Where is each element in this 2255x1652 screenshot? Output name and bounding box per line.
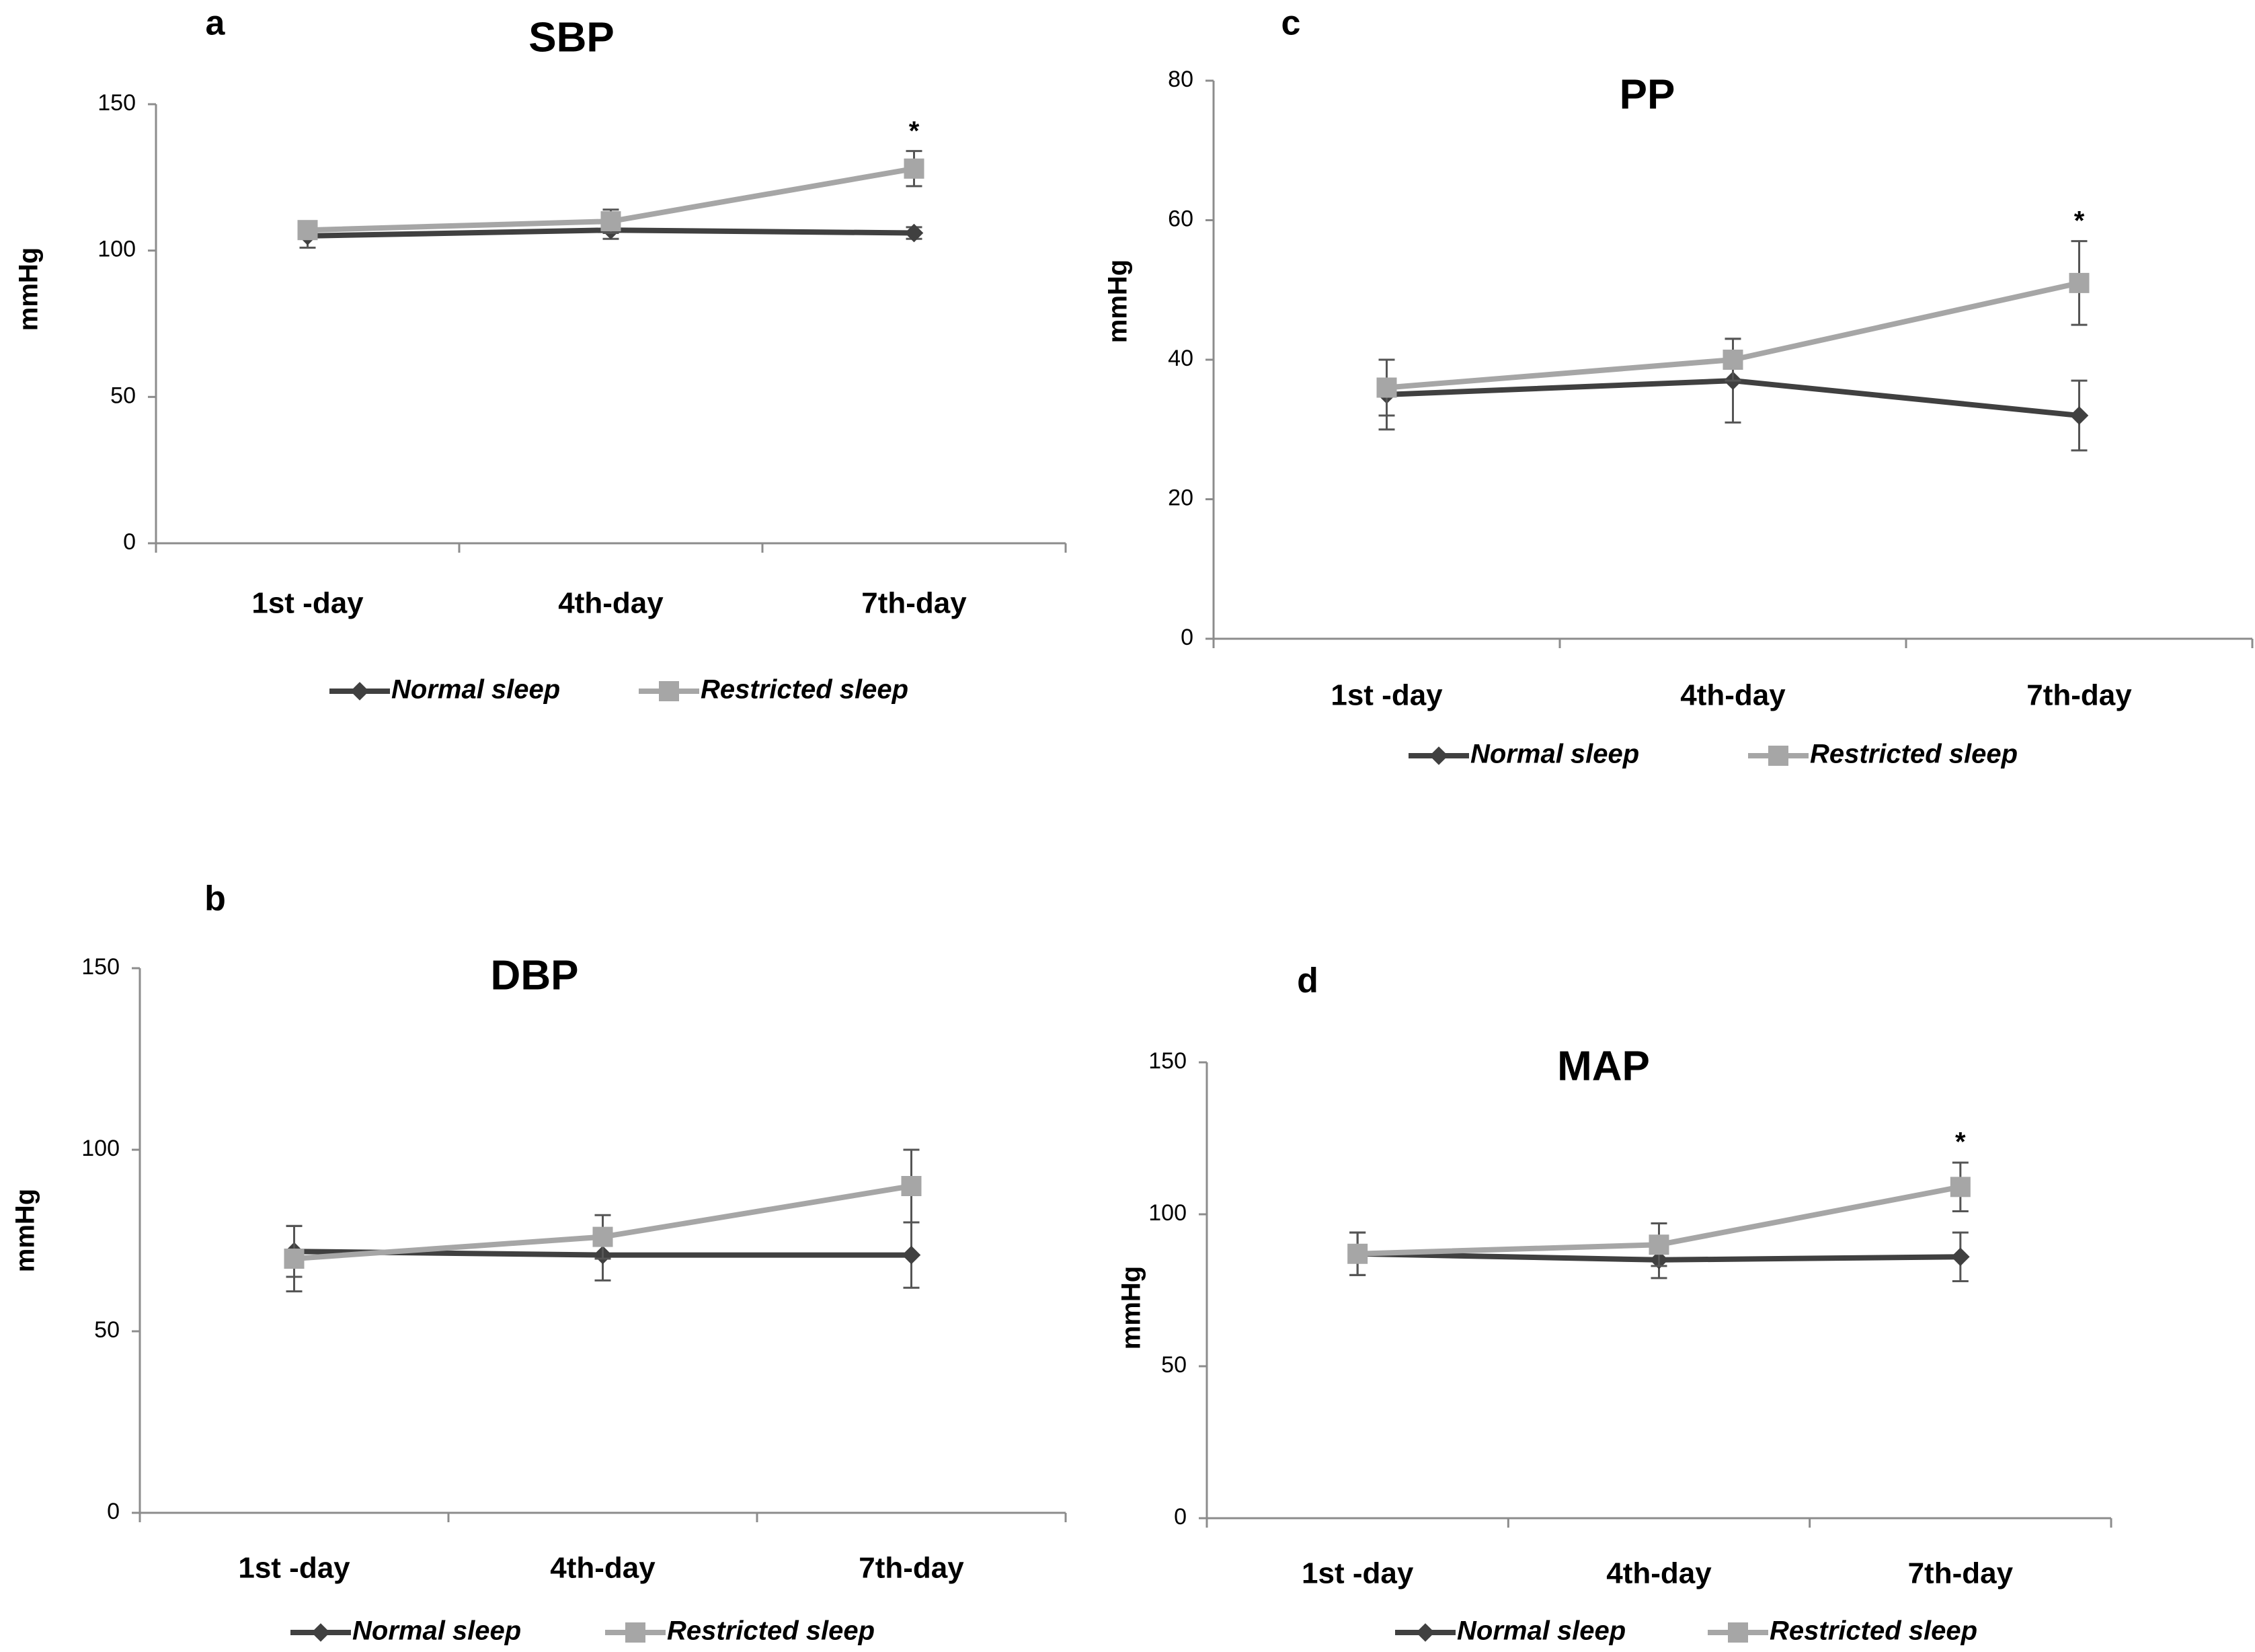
legend-label: Normal sleep <box>352 1616 521 1646</box>
y-tick-label: 0 <box>107 1499 120 1524</box>
series-restricted-sleep <box>1347 1161 1971 1276</box>
data-point <box>2069 406 2089 425</box>
legend-label: Normal sleep <box>1457 1616 1626 1646</box>
legend-entry-restricted-sleep: Restricted sleep <box>1748 740 2018 769</box>
legend-marker <box>1728 1622 1748 1643</box>
data-point <box>1347 1243 1368 1264</box>
panel-c: c PP 0 20 40 60 80 1st -day 4th-day 7th-day mmHg * N… <box>1103 4 2254 769</box>
x-tick-label: 4th-day <box>558 587 664 620</box>
y-tick-label: 100 <box>1148 1200 1187 1226</box>
data-point <box>592 1226 613 1247</box>
data-point <box>904 158 924 179</box>
y-tick-label: 40 <box>1168 346 1193 371</box>
legend-marker <box>1416 1623 1435 1642</box>
y-axis-label: mmHg <box>11 1189 40 1272</box>
panel-letter: c <box>1281 4 1301 43</box>
data-point <box>1950 1177 1971 1197</box>
panel-a: a SBP 0 50 100 150 1st -day 4th-day 7th-day mmHg *… <box>14 4 1067 705</box>
y-tick-label: 80 <box>1168 67 1193 92</box>
x-tick-label: 7th-day <box>859 1552 964 1585</box>
significance-asterisk: * <box>909 116 920 146</box>
y-tick-label: 50 <box>1161 1352 1187 1378</box>
y-tick-label: 0 <box>1181 625 1193 650</box>
legend-entry-normal-sleep: Normal sleep <box>329 675 560 705</box>
data-point <box>902 1245 921 1265</box>
legend-marker <box>350 682 369 701</box>
legend-entry-restricted-sleep: Restricted sleep <box>1708 1616 1977 1646</box>
legend-marker <box>311 1623 330 1642</box>
legend-label: Restricted sleep <box>1810 740 2018 769</box>
y-tick-label: 150 <box>1148 1048 1187 1074</box>
data-point <box>2069 272 2090 293</box>
series-restricted-sleep <box>284 1148 922 1293</box>
legend-entry-restricted-sleep: Restricted sleep <box>639 675 908 705</box>
y-tick-label: 20 <box>1168 485 1193 510</box>
data-point <box>904 223 924 243</box>
panel-d: d MAP 0 50 100 150 1st -day 4th-day 7th-day mmHg *… <box>1117 961 2112 1646</box>
data-point <box>1376 377 1397 398</box>
y-tick-label: 50 <box>110 383 136 408</box>
y-axis-label: mmHg <box>14 247 44 331</box>
y-axis-label: mmHg <box>1103 260 1133 343</box>
legend-entry-normal-sleep: Normal sleep <box>1395 1616 1626 1646</box>
legend-marker <box>659 681 679 701</box>
panel-letter: d <box>1297 961 1318 1000</box>
x-tick-label: 7th-day <box>861 587 967 620</box>
significance-asterisk: * <box>1955 1128 1966 1157</box>
legend-label: Restricted sleep <box>1770 1616 1977 1646</box>
chart-title: SBP <box>528 14 614 61</box>
legend-entry-normal-sleep: Normal sleep <box>1409 740 1639 769</box>
legend-entry-normal-sleep: Normal sleep <box>290 1616 521 1646</box>
x-tick-label: 4th-day <box>1680 679 1786 712</box>
y-tick-label: 0 <box>1174 1504 1187 1530</box>
data-point <box>1951 1247 1970 1267</box>
x-tick-label: 1st -day <box>238 1552 350 1585</box>
legend-label: Normal sleep <box>391 675 560 705</box>
x-tick-label: 4th-day <box>1606 1557 1712 1590</box>
x-tick-label: 1st -day <box>1302 1557 1414 1590</box>
data-point <box>1649 1234 1669 1255</box>
data-point <box>1723 350 1743 370</box>
series-restricted-sleep <box>297 150 924 241</box>
y-tick-label: 150 <box>81 954 120 980</box>
panel-b: b DBP 0 50 100 150 1st -day 4th-day 7th-day mmHg N… <box>11 879 1067 1646</box>
panel-letter: a <box>206 4 226 43</box>
legend-label: Restricted sleep <box>701 675 908 705</box>
chart-title: MAP <box>1557 1043 1650 1089</box>
x-tick-label: 1st -day <box>1331 679 1443 712</box>
chart-title: DBP <box>491 952 579 998</box>
y-tick-label: 50 <box>94 1317 120 1343</box>
panel-letter: b <box>204 879 226 918</box>
y-axis-label: mmHg <box>1117 1266 1146 1349</box>
series-restricted-sleep <box>1376 240 2090 417</box>
data-point <box>297 220 318 241</box>
chart-title: PP <box>1620 71 1675 118</box>
x-tick-label: 4th-day <box>550 1552 656 1585</box>
y-tick-label: 0 <box>123 529 136 555</box>
y-tick-label: 100 <box>97 237 136 262</box>
legend-marker <box>625 1622 645 1643</box>
x-tick-label: 7th-day <box>1908 1557 2014 1590</box>
y-tick-label: 60 <box>1168 206 1193 231</box>
y-tick-label: 150 <box>97 90 136 116</box>
legend-entry-restricted-sleep: Restricted sleep <box>605 1616 875 1646</box>
x-tick-label: 7th-day <box>2026 679 2132 712</box>
legend-label: Restricted sleep <box>667 1616 875 1646</box>
y-tick-label: 100 <box>81 1136 120 1161</box>
legend-marker <box>1429 746 1448 765</box>
data-point <box>600 211 621 232</box>
data-point <box>284 1249 305 1269</box>
legend-marker <box>1768 746 1788 766</box>
x-tick-label: 1st -day <box>251 587 364 620</box>
legend-label: Normal sleep <box>1470 740 1639 769</box>
data-point <box>901 1176 922 1196</box>
significance-asterisk: * <box>2074 206 2085 236</box>
